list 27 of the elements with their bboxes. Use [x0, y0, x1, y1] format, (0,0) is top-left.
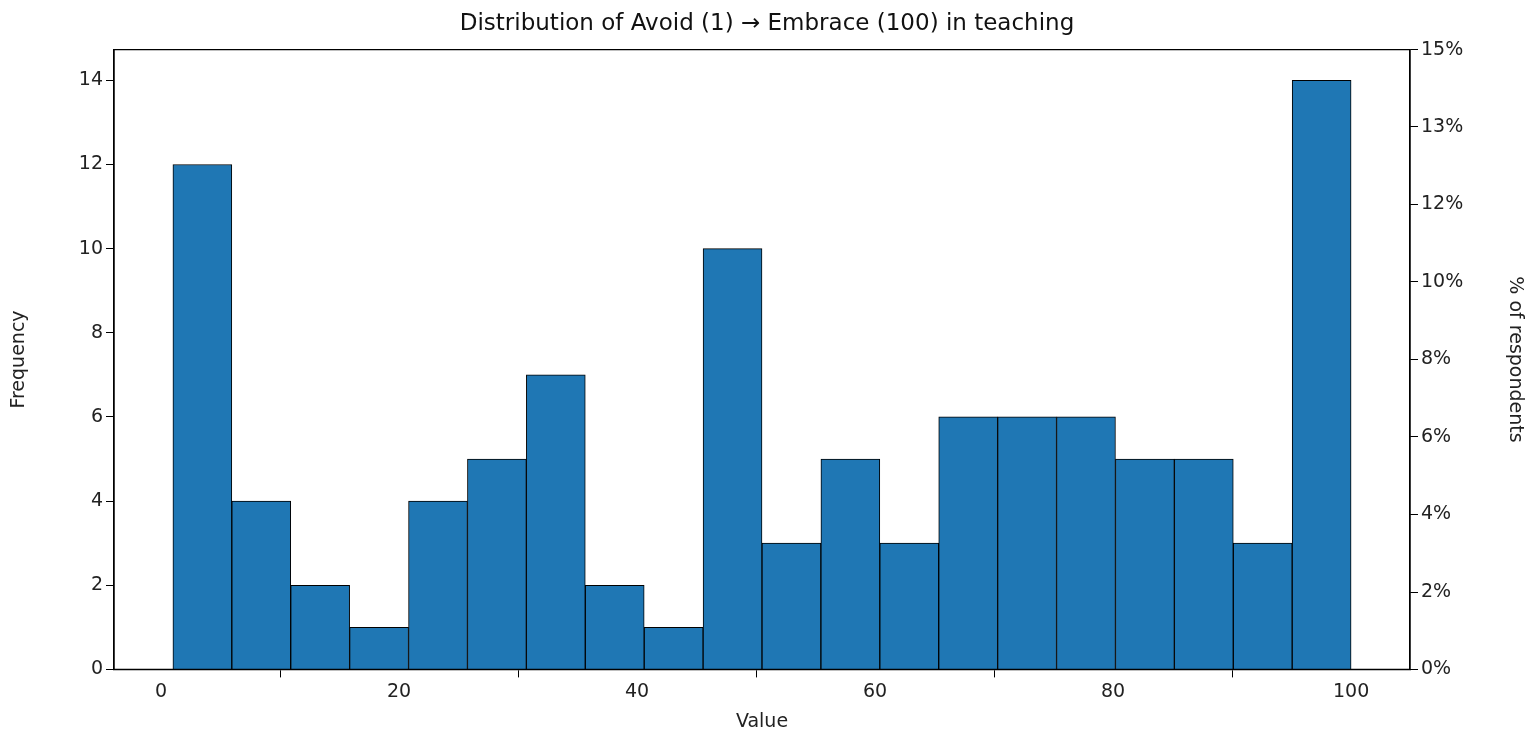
- y2-tick-label: 4%: [1421, 501, 1452, 524]
- y-tick-label: 10: [78, 235, 103, 258]
- y-axis-title: Frequency: [6, 310, 29, 409]
- y-tick-label: 8: [90, 319, 103, 342]
- x-tick-label: 100: [1332, 678, 1370, 701]
- x-tick-label: 40: [624, 678, 650, 701]
- y-tick-label: 6: [90, 403, 103, 426]
- y2-tick-label: 12%: [1421, 191, 1464, 214]
- y2-tick-label: 6%: [1421, 423, 1452, 446]
- y2-tick-label: 13%: [1421, 113, 1464, 136]
- x-tick-label: 80: [1100, 678, 1126, 701]
- y2-tick-label: 2%: [1421, 578, 1452, 601]
- y-tick-label: 4: [90, 488, 103, 511]
- x-axis-title: Value: [735, 708, 789, 731]
- y2-tick-label: 10%: [1421, 268, 1464, 291]
- chart-title: Distribution of Avoid (1) → Embrace (100) in teaching: [459, 8, 1075, 35]
- x-tick-label: 20: [386, 678, 412, 701]
- x-tick-label: 0: [154, 678, 168, 701]
- y-tick-label: 14: [78, 67, 103, 90]
- y-tick-label: 2: [90, 572, 103, 595]
- x-tick-label: 60: [862, 678, 888, 701]
- y2-axis-title: % of respondents: [1505, 276, 1528, 443]
- y-tick-label: 0: [90, 656, 103, 679]
- y2-tick-label: 15%: [1421, 36, 1464, 59]
- y2-tick-label: 0%: [1421, 656, 1452, 679]
- y2-tick-label: 8%: [1421, 346, 1452, 369]
- y-tick-label: 12: [78, 151, 103, 174]
